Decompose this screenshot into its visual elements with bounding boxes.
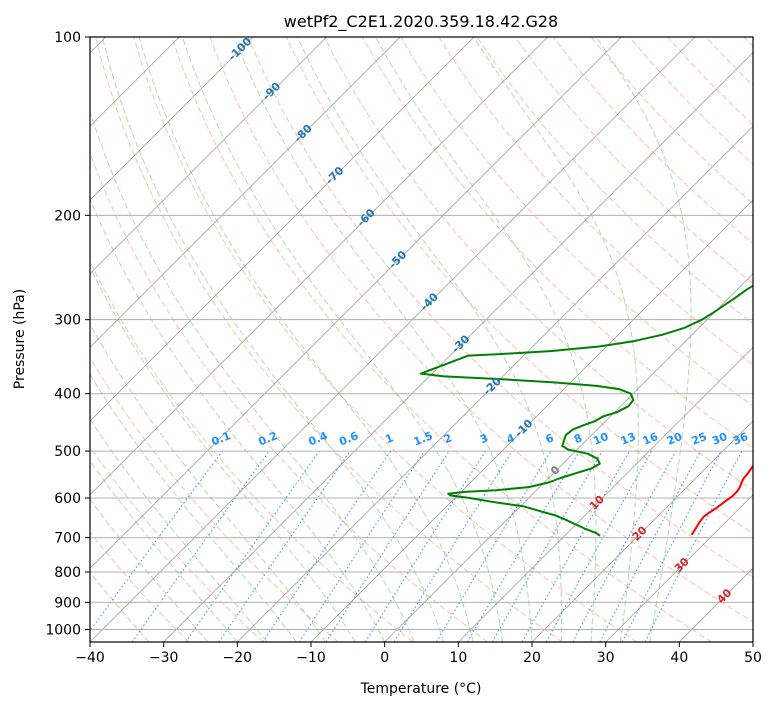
x-tick-label: 30 <box>597 650 615 666</box>
mixing-ratio-line <box>218 450 351 642</box>
isotherm-line <box>752 641 753 642</box>
moist-adiabat <box>90 373 297 642</box>
x-tick-label: −20 <box>223 650 253 666</box>
isotherm-line <box>90 37 696 642</box>
isotherm-line <box>90 37 401 348</box>
mixing-ratio-label: 36 <box>731 430 750 448</box>
mixing-ratio-label: 30 <box>710 430 729 448</box>
pressure-grid <box>90 37 753 630</box>
mixing-ratio-label: 10 <box>591 430 610 448</box>
dry-adiabat <box>400 37 753 407</box>
moist-adiabat <box>181 37 503 642</box>
dry-adiabat <box>209 37 753 623</box>
moist-adiabat <box>90 197 386 642</box>
y-tick-label: 700 <box>54 531 81 547</box>
y-tick-label: 900 <box>54 595 81 611</box>
saturation-curve <box>90 498 209 642</box>
profile-lines <box>420 284 753 537</box>
moist-adiabat <box>595 37 692 642</box>
x-tick-label: −10 <box>296 650 326 666</box>
moist-adiabat <box>375 37 597 642</box>
y-tick-label: 500 <box>54 444 81 460</box>
temperature-profile-line <box>690 464 753 536</box>
mixing-ratio-label: 13 <box>619 430 638 448</box>
isotherm-line <box>531 420 753 642</box>
y-tick-label: 400 <box>54 387 81 403</box>
isotherm-line <box>163 52 753 642</box>
isotherm-line <box>90 37 548 496</box>
isotherm-line <box>310 199 753 642</box>
dry-adiabat <box>362 37 753 449</box>
y-tick-label: 300 <box>54 313 81 329</box>
isotherm-line <box>384 273 753 642</box>
x-axis-label: Temperature (°C) <box>360 681 482 697</box>
moist-adiabat <box>296 37 563 642</box>
isotherm-line <box>90 37 475 422</box>
mixing-ratio-line <box>185 450 320 642</box>
dry-adiabat <box>90 151 488 642</box>
y-tick-label: 100 <box>54 30 81 46</box>
x-tick-label: 0 <box>380 650 389 666</box>
dry-adiabat <box>438 37 753 366</box>
moist-adiabat <box>138 37 474 642</box>
dry-adiabat <box>514 37 753 285</box>
mixing-ratio-line <box>298 450 425 642</box>
y-tick-label: 800 <box>54 565 81 581</box>
x-tick-label: −40 <box>75 650 105 666</box>
x-axis: −40 −30 −20 −10 0 10 20 30 40 50 <box>75 642 762 666</box>
dry-adiabat <box>171 37 712 642</box>
background-lines <box>90 37 753 642</box>
moist-adiabat <box>473 37 639 642</box>
mixing-ratio-label: 20 <box>665 430 684 448</box>
mixing-ratio-line <box>90 450 223 632</box>
mixing-ratio-line <box>262 450 392 642</box>
mixing-ratio-label: 8 <box>572 431 584 446</box>
y-tick-label: 200 <box>54 208 81 224</box>
isotherm-line <box>605 494 753 642</box>
y-tick-label: 1000 <box>45 622 81 638</box>
mixing-ratio-line <box>572 450 677 642</box>
mixing-ratio-label: 25 <box>690 430 709 448</box>
dry-adiabat <box>90 445 264 642</box>
moist-adiabat <box>90 265 356 642</box>
x-tick-label: 20 <box>523 650 541 666</box>
mixing-ratio-line <box>545 450 653 642</box>
mixing-ratio-line <box>521 450 630 642</box>
isotherm-line <box>90 37 327 275</box>
chart-title: wetPf2_C2E1.2020.359.18.42.G28 <box>284 12 558 32</box>
moist-adiabat <box>90 418 268 642</box>
mixing-ratio-label: 1 <box>383 431 395 446</box>
mixing-ratio-label: 16 <box>641 430 660 448</box>
mixing-ratio-label: 3 <box>478 431 490 446</box>
mixing-ratio-line <box>644 450 743 642</box>
x-tick-label: 40 <box>670 650 688 666</box>
mixing-ratio-label: 2 <box>442 431 454 446</box>
mixing-ratio-line <box>393 450 513 642</box>
y-tick-label: 600 <box>54 491 81 507</box>
moist-adiabat <box>101 37 445 642</box>
plot-frame <box>89 36 754 643</box>
dry-adiabat <box>95 37 563 642</box>
dry-adiabat <box>90 531 190 642</box>
dewpoint-profile-line <box>420 284 753 537</box>
moist-adiabat <box>90 323 327 642</box>
mixing-ratio-line <box>131 450 270 642</box>
moist-adiabat <box>90 460 238 642</box>
moist-adiabat <box>90 109 415 642</box>
y-axis: 100 200 300 400 500 600 700 800 900 1000 <box>45 30 90 638</box>
x-tick-label: −30 <box>149 650 179 666</box>
y-axis-label: Pressure (hPa) <box>12 289 28 389</box>
dry-adiabat <box>90 356 339 642</box>
mixing-ratio-line <box>325 450 450 642</box>
dry-adiabat <box>133 37 638 642</box>
isotherm-line <box>90 37 622 569</box>
dry-adiabat <box>285 37 753 535</box>
x-tick-label: 10 <box>449 650 467 666</box>
x-tick-label: 50 <box>744 650 762 666</box>
isotherm-line <box>458 346 753 642</box>
dry-adiabat <box>247 37 753 578</box>
isotherm-line <box>237 125 753 642</box>
isotherm-line <box>90 37 254 201</box>
